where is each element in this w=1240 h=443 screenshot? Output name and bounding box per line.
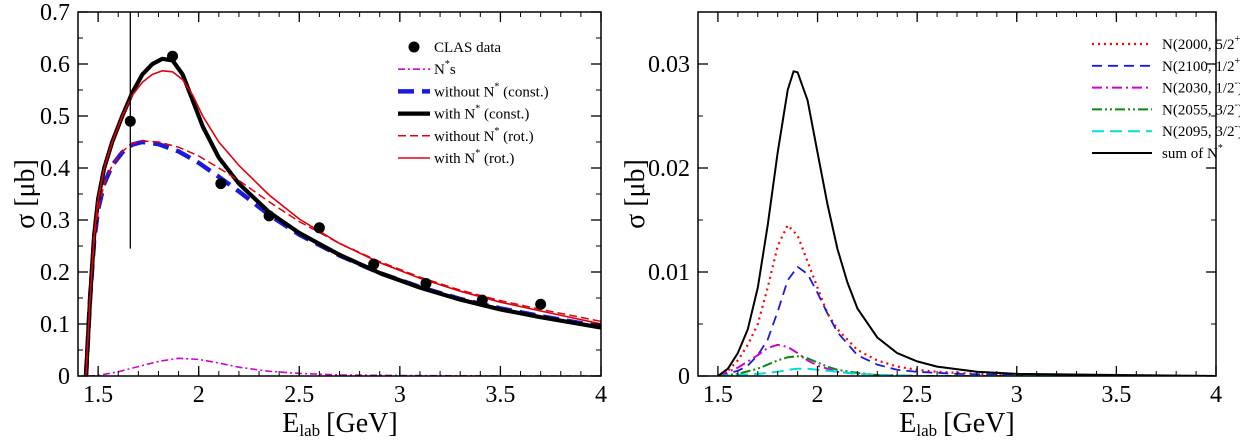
legend-label-3: N(2055, 3/2-) xyxy=(1162,99,1240,118)
left-series-line-0 xyxy=(88,357,601,376)
legend-label-0: N*s xyxy=(434,59,456,78)
x-tick-label: 4 xyxy=(595,382,607,408)
x-tick-label: 3.5 xyxy=(485,382,515,408)
y-tick-label: 0 xyxy=(678,364,690,390)
data-point xyxy=(313,222,325,234)
left-chart-curves xyxy=(83,56,601,376)
legend-label-2: with N* (const.) xyxy=(434,104,529,123)
right-series-line-5 xyxy=(717,70,1216,376)
left-chart: 1.5 2 2.5 3 3.5 4 0 0.1 0.2 0.3 0.4 0.5 0.6 0.7 σ [μb… xyxy=(10,0,607,440)
left-legend: CLAS data N*s without N* (const.) with N* (… xyxy=(398,40,549,167)
legend-marker-data xyxy=(408,41,420,53)
legend-label-data: CLAS data xyxy=(434,40,501,56)
right-legend: N(2000, 5/2+) N(2100, 1/2+) N(2030, 1/2-) N… xyxy=(1092,34,1240,162)
y-tick-label: 0.5 xyxy=(40,104,70,130)
data-point xyxy=(476,294,488,306)
x-tick-label: 2 xyxy=(812,382,824,408)
x-tick-label: 2.5 xyxy=(284,382,314,408)
right-x-axis-label: Elab [GeV] xyxy=(899,408,1014,440)
legend-label-1: N(2100, 1/2+) xyxy=(1162,56,1240,75)
left-series-line-1 xyxy=(83,139,601,376)
x-tick-label: 1.5 xyxy=(703,382,733,408)
y-tick-label: 0.02 xyxy=(648,156,690,182)
x-tick-label: 3.5 xyxy=(1101,382,1131,408)
x-tick-label: 3 xyxy=(394,382,406,408)
x-tick-label: 2 xyxy=(193,382,205,408)
legend-label-4: N(2095, 3/2-) xyxy=(1162,121,1240,140)
left-x-axis-label: Elab [GeV] xyxy=(282,408,397,440)
right-series-line-3 xyxy=(717,355,1216,376)
x-tick-label: 2.5 xyxy=(902,382,932,408)
x-tick-label: 4 xyxy=(1210,382,1222,408)
data-point xyxy=(368,258,380,270)
right-series-line-4 xyxy=(717,367,1216,376)
data-point xyxy=(167,50,179,62)
data-point xyxy=(263,210,275,222)
legend-label-2: N(2030, 1/2-) xyxy=(1162,78,1240,97)
y-tick-label: 0.6 xyxy=(40,52,70,78)
legend-label-3: without N* (rot.) xyxy=(434,126,534,145)
right-axis-ticks: 1.5 2 2.5 3 3.5 4 0 0.01 0.02 0.03 xyxy=(648,11,1222,408)
legend-label-4: with N* (rot.) xyxy=(434,148,514,167)
data-point xyxy=(215,178,227,190)
legend-label-5: sum of N* xyxy=(1162,143,1223,162)
legend-label-1: without N* (const.) xyxy=(434,81,549,100)
y-tick-label: 0.1 xyxy=(40,312,70,338)
right-series-line-0 xyxy=(717,224,1216,376)
y-tick-label: 0 xyxy=(58,364,70,390)
data-point xyxy=(420,277,432,289)
left-plot-frame xyxy=(77,11,602,377)
y-tick-label: 0.2 xyxy=(40,260,70,286)
left-series-line-3 xyxy=(85,140,601,376)
x-tick-label: 3 xyxy=(1011,382,1023,408)
left-chart-points xyxy=(124,50,547,310)
right-series-line-1 xyxy=(717,265,1216,376)
left-axis-ticks: 1.5 2 2.5 3 3.5 4 0 0.1 0.2 0.3 0.4 0.5 0.6 0.7 xyxy=(40,0,607,408)
left-series-line-4 xyxy=(85,70,601,376)
y-tick-label: 0.7 xyxy=(40,0,70,26)
left-y-axis-label: σ [μb] xyxy=(10,159,41,229)
y-tick-label: 0.4 xyxy=(40,156,70,182)
y-tick-label: 0.01 xyxy=(648,260,690,286)
right-chart-curves xyxy=(717,70,1216,376)
x-tick-label: 1.5 xyxy=(83,382,113,408)
right-y-axis-label: σ [μb] xyxy=(620,159,651,229)
right-plot-frame xyxy=(697,11,1217,377)
right-chart: 1.5 2 2.5 3 3.5 4 0 0.01 0.02 0.03 σ [μb] Elab [Ge… xyxy=(620,11,1240,440)
y-tick-label: 0.03 xyxy=(648,52,690,78)
y-tick-label: 0.3 xyxy=(40,208,70,234)
legend-label-0: N(2000, 5/2+) xyxy=(1162,34,1240,53)
data-point xyxy=(535,298,547,310)
